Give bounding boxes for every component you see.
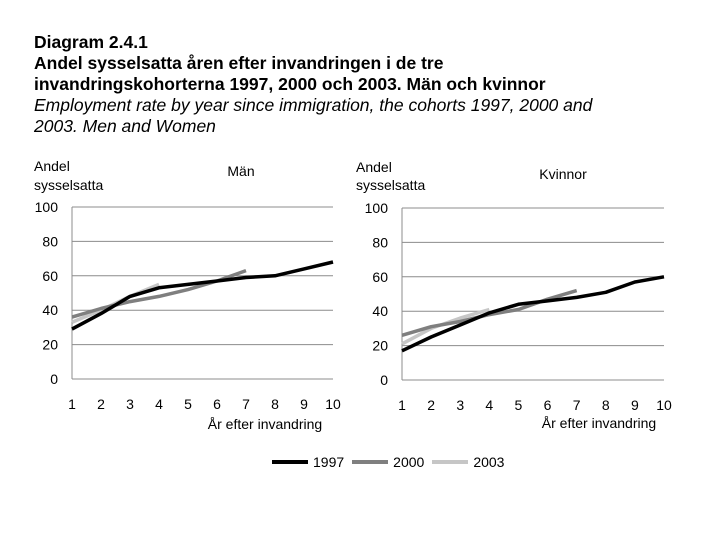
men-series-line-1997 [71, 260, 334, 331]
women-x-tick-label: 7 [573, 397, 581, 413]
legend: 1997 2000 2003 [272, 452, 512, 472]
legend-label-2003: 2003 [473, 454, 505, 470]
women-y-tick-label: 100 [365, 200, 389, 216]
legend-item-2000: 2000 [352, 454, 424, 470]
men-x-tick-label: 4 [155, 396, 163, 412]
men-y-tick-label: 60 [42, 268, 58, 284]
women-x-tick-label: 5 [515, 397, 523, 413]
women-y-tick-label: 60 [372, 269, 388, 285]
women-x-tick-label: 10 [656, 397, 672, 413]
title-block: Diagram 2.4.1 Andel sysselsatta åren eft… [34, 32, 714, 137]
title-swedish-line2: invandringskohorterna 1997, 2000 och 200… [34, 74, 546, 94]
legend-label-2000: 2000 [393, 454, 425, 470]
women-y-axis-label-line2: sysselsatta [356, 177, 425, 193]
diagram-number: Diagram 2.4.1 [34, 32, 148, 52]
legend-swatch-2000 [352, 460, 389, 464]
women-x-tick-label: 4 [485, 397, 493, 413]
men-x-tick-label: 6 [213, 396, 221, 412]
women-panel-title: Kvinnor [539, 166, 587, 182]
women-y-axis-label-line1: Andel [356, 159, 392, 175]
women-y-tick-label: 0 [380, 372, 388, 388]
men-x-tick-label: 10 [325, 396, 341, 412]
men-y-tick-label: 100 [35, 199, 59, 215]
men-y-tick-label: 0 [50, 371, 58, 387]
men-y-tick-label: 40 [42, 302, 58, 318]
legend-label-1997: 1997 [313, 454, 345, 470]
legend-swatch-2003 [432, 460, 469, 464]
women-y-tick-label: 20 [372, 338, 388, 354]
women-x-tick-label: 1 [398, 397, 406, 413]
men-x-tick-label: 5 [184, 396, 192, 412]
title-swedish-line1: Andel sysselsatta åren efter invandringe… [34, 53, 444, 73]
men-x-axis-label: År efter invandring [208, 416, 322, 432]
women-x-tick-label: 9 [631, 397, 639, 413]
women-chart: 0 20 40 60 80 100 1 2 3 4 5 6 7 8 9 10 Andel sysselsatta Å… [356, 159, 672, 431]
men-x-tick-label: 8 [271, 396, 279, 412]
men-x-tick-label: 7 [242, 396, 250, 412]
women-x-tick-label: 6 [544, 397, 552, 413]
men-y-tick-label: 80 [42, 233, 58, 249]
women-series-line-1997 [401, 275, 665, 353]
men-chart: 0 20 40 60 80 100 1 2 3 4 5 6 7 8 9 10 Andel sysselsatta Å… [34, 158, 341, 432]
legend-swatch-1997 [272, 460, 308, 464]
men-x-tick-label: 1 [68, 396, 76, 412]
men-y-axis-label-line1: Andel [34, 158, 70, 174]
women-x-tick-label: 3 [456, 397, 464, 413]
title-english-line2: 2003. Men and Women [34, 116, 216, 136]
men-x-tick-label: 9 [300, 396, 308, 412]
men-x-tick-label: 3 [126, 396, 134, 412]
women-y-tick-label: 80 [372, 234, 388, 250]
men-y-tick-label: 20 [42, 337, 58, 353]
men-x-tick-label: 2 [97, 396, 105, 412]
men-panel-title: Män [227, 163, 254, 179]
women-x-tick-label: 8 [602, 397, 610, 413]
legend-item-1997: 1997 [272, 454, 344, 470]
men-y-axis-label-line2: sysselsatta [34, 177, 103, 193]
legend-item-2003: 2003 [432, 454, 504, 470]
women-y-tick-label: 40 [372, 303, 388, 319]
women-series-line-2003 [401, 307, 490, 346]
title-english-line1: Employment rate by year since immigratio… [34, 95, 593, 115]
women-x-tick-label: 2 [427, 397, 435, 413]
women-x-axis-label: År efter invandring [542, 415, 656, 431]
